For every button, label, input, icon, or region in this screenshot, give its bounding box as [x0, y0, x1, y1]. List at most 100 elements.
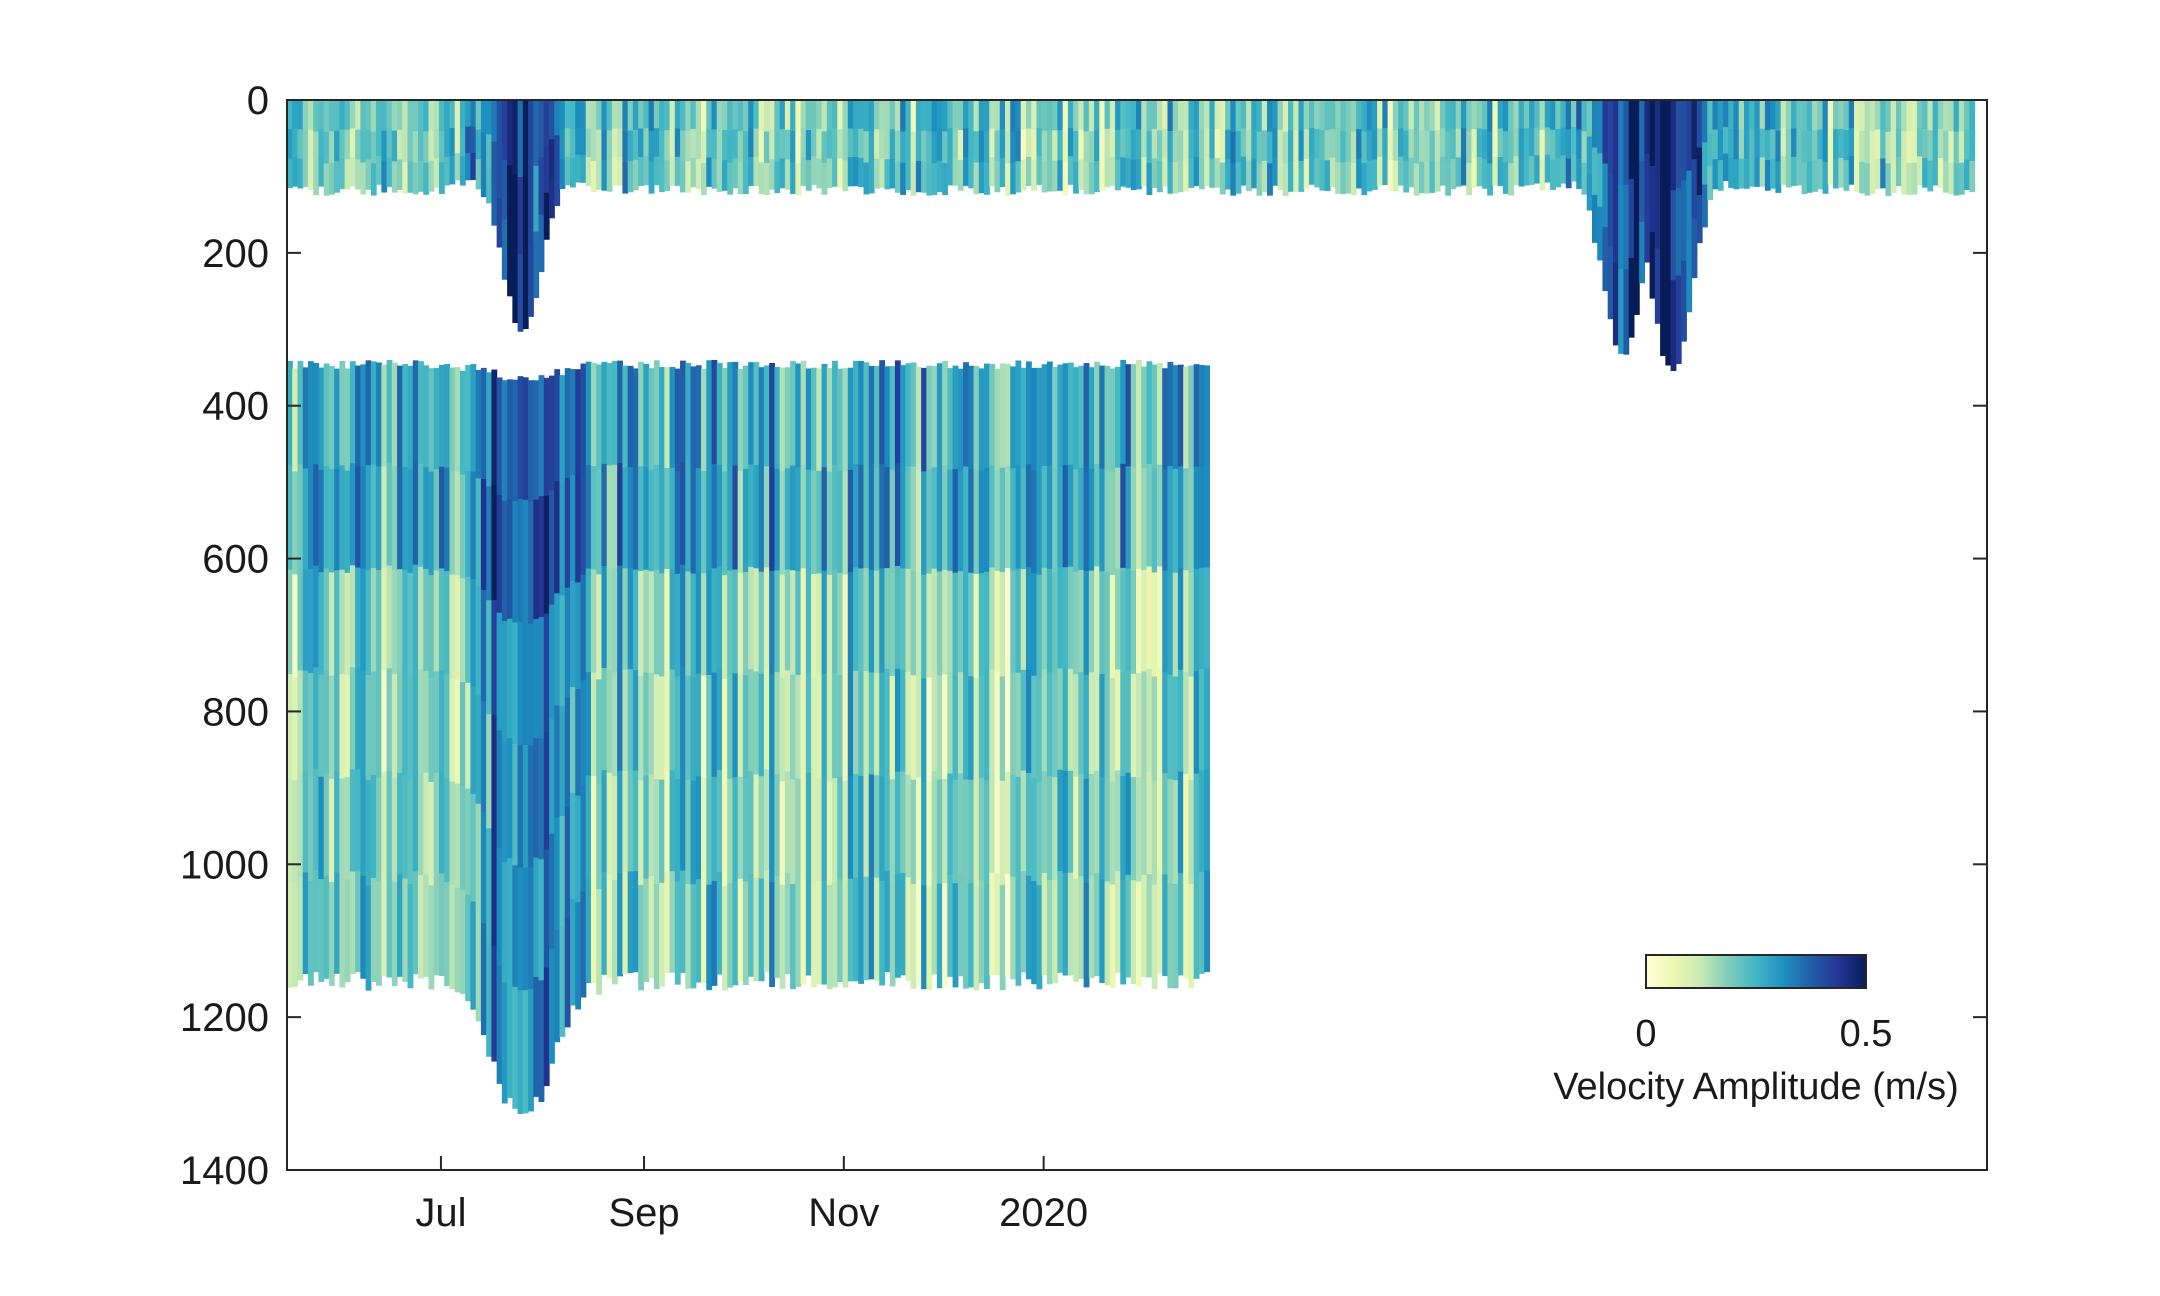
heatmap-cell	[1088, 570, 1095, 673]
heatmap-cell	[1025, 100, 1032, 130]
heatmap-cell	[1764, 100, 1771, 131]
heatmap-cell	[664, 367, 671, 469]
heatmap-cell	[931, 162, 938, 195]
heatmap-cell	[984, 467, 990, 573]
heatmap-cell	[501, 500, 508, 622]
heatmap-cell	[575, 902, 582, 1010]
heatmap-cell	[1466, 100, 1473, 133]
heatmap-cell	[716, 464, 723, 568]
heatmap-cell	[459, 156, 466, 186]
heatmap-cell	[1156, 130, 1163, 162]
heatmap-cell	[984, 162, 990, 195]
heatmap-cell	[1136, 568, 1142, 674]
heatmap-cell	[942, 569, 948, 675]
heatmap-cell	[1335, 162, 1342, 194]
heatmap-cell	[339, 129, 346, 160]
heatmap-cell	[386, 771, 393, 875]
heatmap-cell	[753, 362, 760, 466]
heatmap-cell	[643, 128, 650, 158]
heatmap-cell	[1005, 163, 1011, 196]
heatmap-cell	[491, 100, 498, 143]
heatmap-cell	[1036, 678, 1043, 783]
heatmap-cell	[1172, 365, 1179, 470]
heatmap-cell	[1958, 131, 1965, 164]
heatmap-cell	[554, 135, 561, 171]
heatmap-cell	[952, 100, 959, 129]
heatmap-cell	[1597, 153, 1604, 208]
heatmap-cell	[921, 367, 927, 472]
heatmap-cell	[674, 778, 681, 883]
heatmap-cell	[984, 131, 990, 164]
heatmap-cell	[653, 100, 660, 129]
heatmap-cell	[344, 100, 351, 131]
heatmap-cell	[617, 668, 624, 772]
heatmap-cell	[795, 363, 802, 468]
heatmap-cell	[360, 875, 367, 979]
heatmap-cell	[957, 130, 964, 161]
heatmap-cell	[632, 670, 639, 772]
heatmap-cell	[370, 131, 377, 164]
heatmap-cell	[1073, 100, 1079, 132]
heatmap-cell	[690, 884, 697, 989]
heatmap-cell	[837, 158, 844, 189]
heatmap-cell	[1088, 100, 1095, 132]
heatmap-cell	[376, 466, 382, 571]
heatmap-cell	[1681, 260, 1687, 342]
heatmap-cell	[732, 673, 739, 778]
heatmap-cell	[1969, 100, 1976, 132]
heatmap-cell	[491, 945, 498, 1062]
heatmap-cell	[297, 876, 304, 981]
heatmap-cell	[292, 128, 299, 158]
heatmap-cell	[742, 365, 749, 470]
heatmap-cell	[1204, 870, 1210, 972]
heatmap-cell	[942, 674, 948, 780]
heatmap-cell	[287, 360, 293, 466]
heatmap-cell	[737, 131, 744, 163]
heatmap-cell	[826, 100, 833, 130]
heatmap-cell	[1036, 367, 1043, 472]
heatmap-cell	[1550, 129, 1556, 161]
heatmap-cell	[811, 780, 817, 885]
heatmap-cell	[1062, 163, 1069, 196]
heatmap-cell	[884, 467, 891, 569]
heatmap-cell	[1314, 100, 1321, 130]
heatmap-cell	[543, 849, 550, 969]
heatmap-cell	[580, 574, 587, 681]
heatmap-cell	[842, 780, 849, 885]
heatmap-cell	[438, 771, 445, 875]
heatmap-cell	[528, 172, 534, 245]
heatmap-cell	[344, 879, 351, 983]
heatmap-cell	[543, 146, 550, 194]
heatmap-cell	[1607, 172, 1614, 247]
heatmap-cell	[952, 365, 959, 470]
heatmap-cell	[811, 574, 817, 678]
heatmap-cell	[339, 100, 346, 131]
y-tick-label: 800	[202, 690, 269, 734]
heatmap-cell	[307, 673, 314, 778]
heatmap-cell	[1015, 568, 1022, 674]
heatmap-cell	[328, 778, 335, 883]
heatmap-cell	[360, 100, 367, 132]
heatmap-cell	[1067, 464, 1074, 568]
heatmap-cell	[727, 674, 734, 780]
heatmap-cell	[968, 365, 975, 470]
heatmap-cell	[701, 100, 707, 133]
heatmap-cell	[486, 100, 492, 135]
heatmap-cell	[669, 367, 676, 469]
heatmap-cell	[1256, 100, 1263, 133]
heatmap-cell	[1230, 163, 1237, 196]
heatmap-cell	[753, 774, 760, 879]
heatmap-cell	[1010, 876, 1017, 980]
heatmap-cell	[947, 672, 954, 775]
heatmap-cell	[926, 469, 933, 575]
heatmap-cell	[407, 676, 414, 782]
heatmap-cell	[313, 768, 320, 871]
heatmap-cell	[842, 677, 849, 782]
heatmap-cell	[407, 469, 414, 574]
heatmap-cell	[334, 100, 341, 132]
heatmap-cell	[496, 848, 503, 967]
heatmap-cell	[1733, 159, 1740, 190]
heatmap-cell	[507, 618, 513, 739]
heatmap-cell	[1214, 158, 1221, 188]
heatmap-cell	[1487, 131, 1493, 164]
